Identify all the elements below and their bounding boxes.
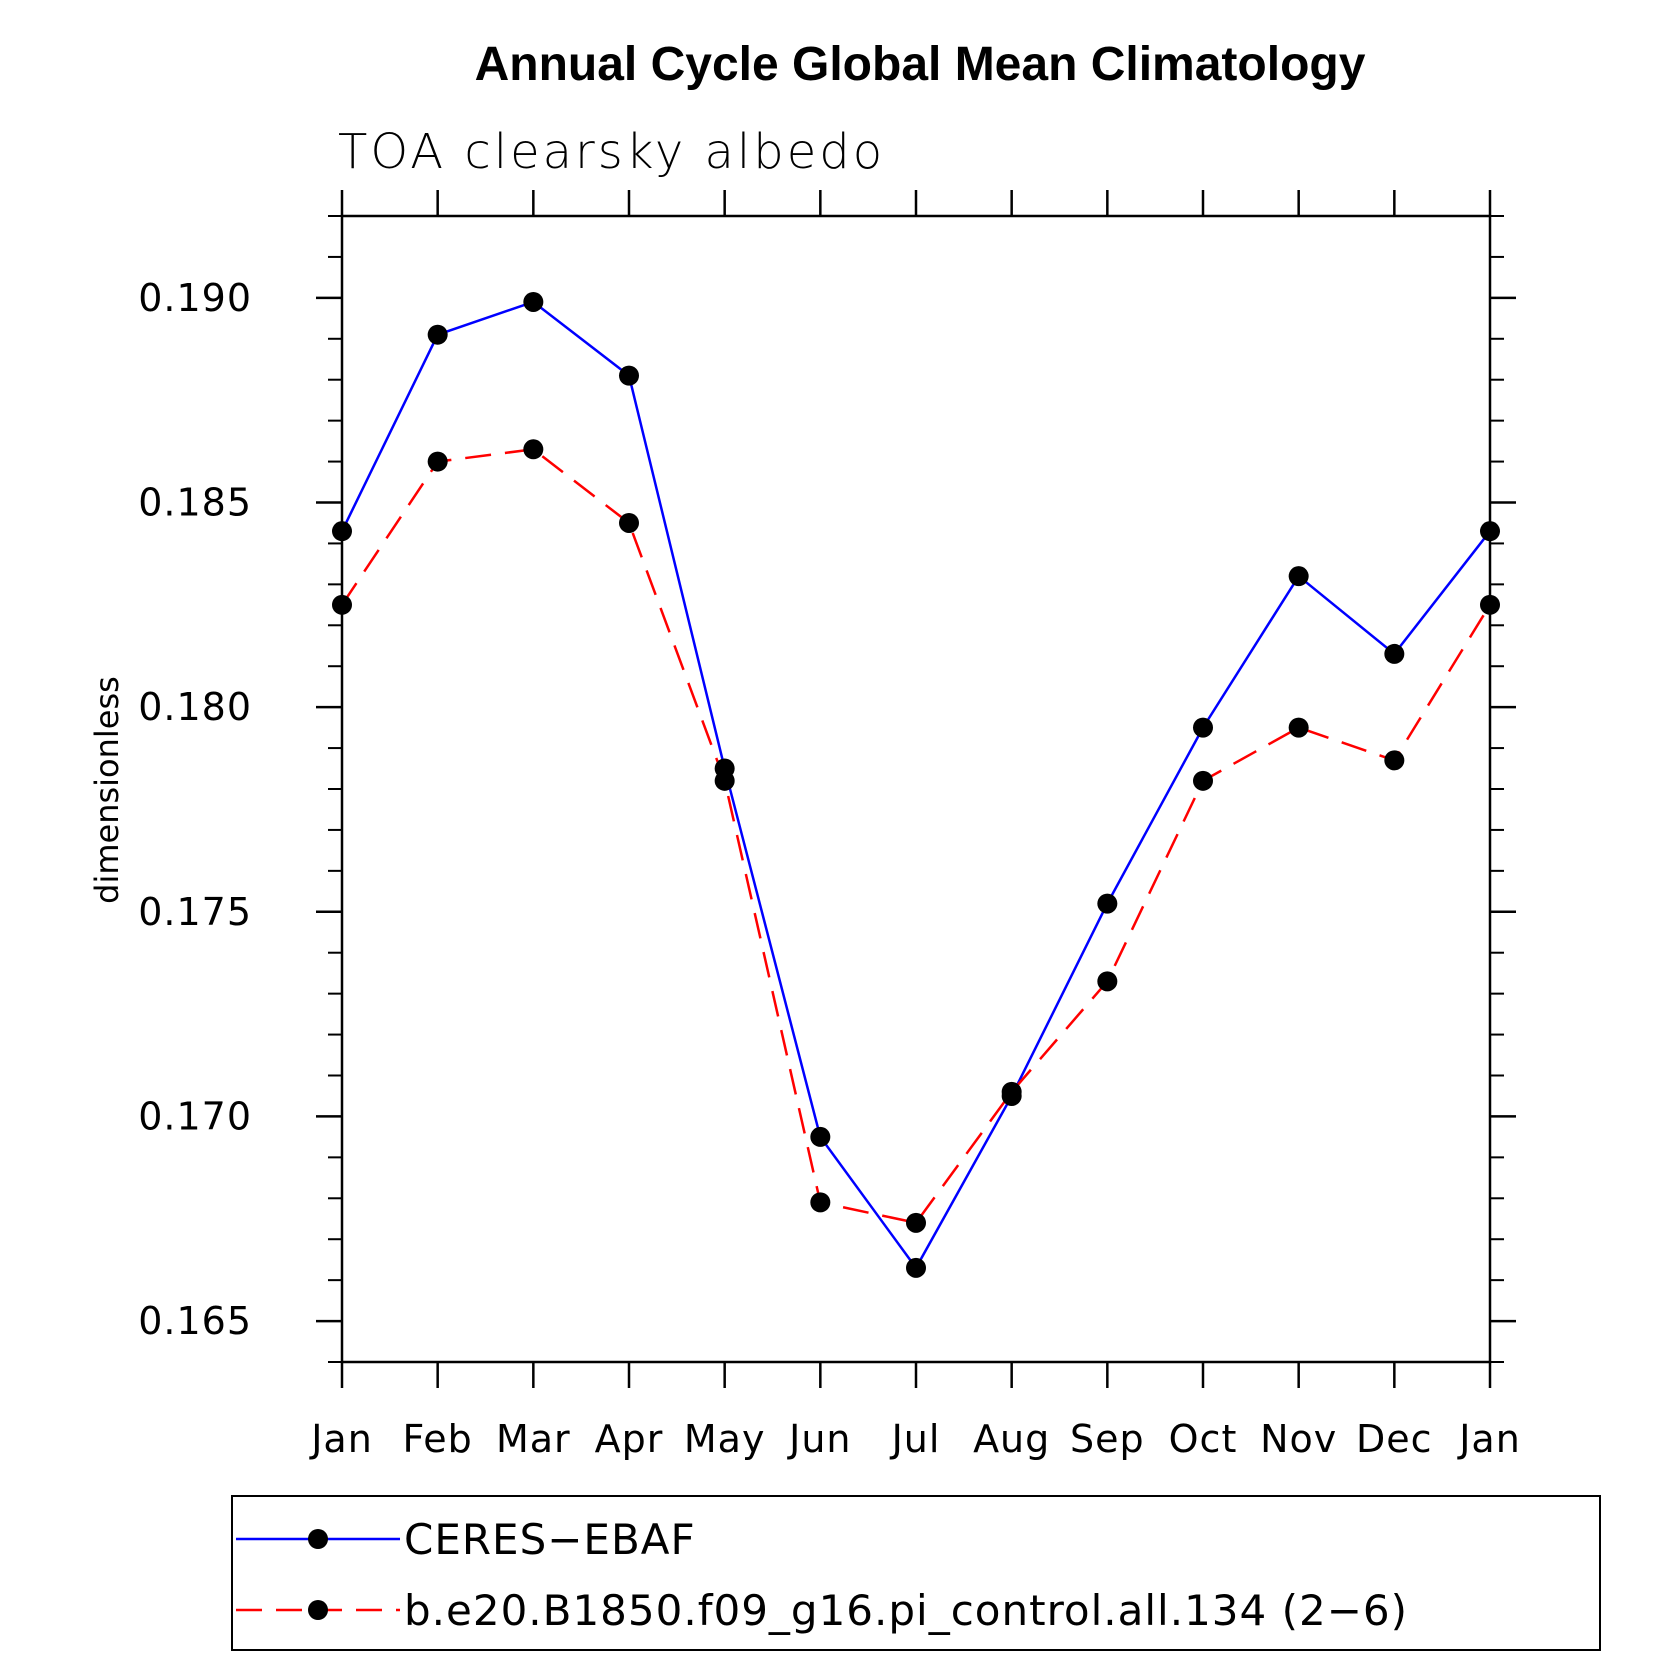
plot-frame — [340, 214, 1492, 1364]
series-1-point — [332, 521, 352, 542]
series-1-point — [523, 291, 544, 312]
series-line-2 — [340, 447, 1492, 1225]
series-2-point — [1001, 1081, 1022, 1102]
legend-marker-2 — [308, 1600, 328, 1620]
series-2-point — [906, 1212, 926, 1233]
y-tick-label: 0.185 — [138, 481, 252, 525]
x-tick-label: Jan — [1457, 1417, 1521, 1461]
series-1-point — [619, 365, 639, 386]
x-tick-label: Nov — [1260, 1417, 1337, 1461]
chart-title: Annual Cycle Global Mean Climatology — [475, 38, 1366, 91]
y-tick-label: 0.180 — [138, 685, 252, 729]
series-2-point — [810, 1192, 831, 1213]
series-2-point — [427, 451, 448, 472]
legend: CERES−EBAF b.e20.B1850.f09_g16.pi_control… — [236, 1515, 1408, 1635]
axis-tick-labels: Jan Feb Mar Apr May Jun Jul Aug Sep Oct Nov Dec Jan 0… — [138, 276, 1521, 1461]
series-2-point — [1097, 971, 1118, 992]
x-tick-label: Dec — [1356, 1417, 1433, 1461]
series-1-point — [1384, 643, 1405, 664]
series-2-point — [523, 439, 544, 460]
y-tick-label: 0.190 — [138, 276, 252, 320]
series-1-point — [810, 1126, 831, 1147]
y-tick-label: 0.165 — [138, 1299, 252, 1343]
y-axis-label: dimensionless — [88, 676, 126, 904]
x-tick-label: Jul — [890, 1417, 941, 1461]
legend-label-1: CERES−EBAF — [404, 1515, 696, 1564]
series-line-1 — [340, 300, 1491, 1271]
x-tick-label: Aug — [973, 1417, 1050, 1461]
x-tick-label: Apr — [595, 1417, 664, 1461]
series-2-point — [714, 770, 735, 791]
series-layer — [332, 291, 1500, 1278]
x-tick-label: Jun — [787, 1417, 851, 1461]
series-1-point — [906, 1257, 926, 1278]
series-1-point — [1480, 521, 1500, 542]
x-tick-label: Feb — [403, 1417, 473, 1461]
x-tick-label: Mar — [496, 1417, 571, 1461]
series-2-point — [1384, 750, 1405, 771]
series-2-point — [619, 512, 639, 533]
legend-box — [231, 1495, 1601, 1651]
y-tick-label: 0.175 — [138, 890, 252, 934]
series-2-point — [1193, 770, 1213, 791]
x-tick-label: Sep — [1070, 1417, 1145, 1461]
x-tick-label: Jan — [309, 1417, 373, 1461]
axis-ticks — [316, 190, 1516, 1388]
y-tick-label: 0.170 — [138, 1094, 252, 1138]
series-2-point — [1288, 717, 1309, 738]
x-tick-label: May — [684, 1417, 766, 1461]
series-2-point — [1480, 594, 1500, 615]
series-1-point — [1288, 566, 1309, 587]
series-1-point — [1097, 893, 1118, 914]
legend-label-2: b.e20.B1850.f09_g16.pi_control.all.134 (… — [404, 1586, 1408, 1635]
series-2-point — [332, 594, 352, 615]
legend-marker-1 — [308, 1529, 328, 1549]
series-1-point — [1193, 717, 1213, 738]
chart-subtitle: TOA clearsky albedo — [338, 124, 885, 180]
series-1-point — [427, 324, 448, 345]
x-tick-label: Oct — [1169, 1417, 1238, 1461]
